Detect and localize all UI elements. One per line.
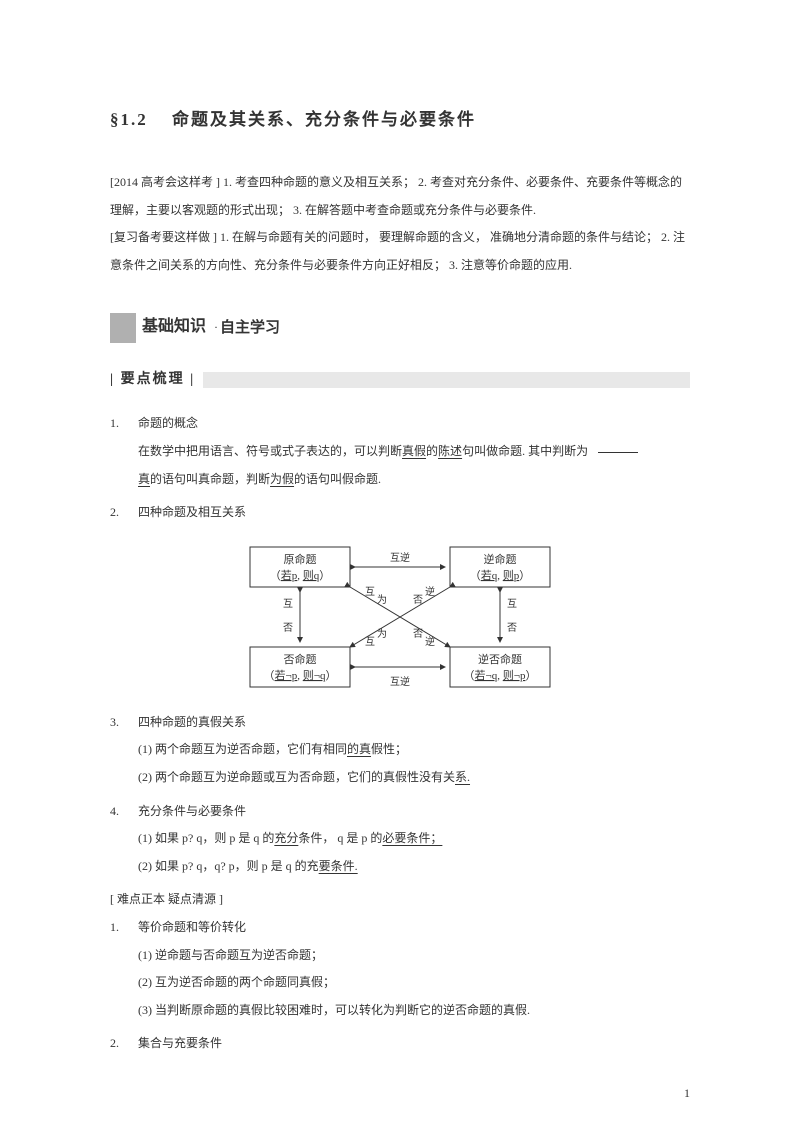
svg-text:（若q, 则p）: （若q, 则p）: [470, 569, 531, 582]
svg-text:否: 否: [507, 622, 517, 634]
svg-text:原命题: 原命题: [284, 552, 317, 566]
svg-text:互逆: 互逆: [390, 675, 410, 688]
difficulty-list: 1. 等价命题和等价转化 (1) 逆命题与否命题互为逆否命题； (2) 互为逆否…: [110, 914, 690, 1058]
svg-text:逆: 逆: [425, 585, 435, 598]
section-header: 基础知识 · 自主学习: [110, 309, 690, 346]
intro-exam: [2014 高考会这样考 ] 1. 考查四种命题的意义及相互关系； 2. 考查对…: [110, 169, 690, 224]
section-title: §1.2 命题及其关系、充分条件与必要条件: [110, 100, 690, 139]
svg-text:为: 为: [377, 594, 387, 606]
section-header-bar: [110, 313, 136, 343]
svg-text:否: 否: [413, 594, 423, 606]
svg-text:逆命题: 逆命题: [484, 552, 517, 566]
svg-text:（若¬q, 则¬p）: （若¬q, 则¬p）: [464, 669, 537, 682]
section-title-text: 命题及其关系、充分条件与必要条件: [172, 110, 476, 129]
svg-text:互: 互: [283, 598, 293, 610]
difficulty-item-1: 1. 等价命题和等价转化 (1) 逆命题与否命题互为逆否命题； (2) 互为逆否…: [110, 914, 690, 1024]
page-number: 1: [684, 1086, 690, 1101]
item-3-sub-1: (1) 两个命题互为逆否命题，它们有相同的真假性；: [138, 736, 690, 764]
svg-text:否: 否: [283, 622, 293, 634]
section-header-sub: 自主学习: [220, 311, 280, 346]
item-4-sub-1: (1) 如果 p? q，则 p 是 q 的充分条件， q 是 p 的必要条件；: [138, 825, 690, 853]
item-1-body: 在数学中把用语言、符号或式子表达的，可以判断真假的陈述句叫做命题. 其中判断为 …: [138, 438, 690, 493]
sub-header-band: [203, 372, 690, 388]
intro-block: [2014 高考会这样考 ] 1. 考查四种命题的意义及相互关系； 2. 考查对…: [110, 169, 690, 279]
svg-text:逆否命题: 逆否命题: [478, 652, 522, 666]
section-header-main: 基础知识: [142, 309, 206, 346]
difficulty-label: [ 难点正本 疑点清源 ]: [110, 886, 690, 914]
svg-text:互: 互: [507, 598, 517, 610]
sub-header-label: | 要点梳理 |: [110, 364, 195, 396]
svg-text:否: 否: [413, 628, 423, 640]
svg-text:（若¬p, 则¬q）: （若¬p, 则¬q）: [264, 669, 337, 682]
list-item-4: 4. 充分条件与必要条件 (1) 如果 p? q，则 p 是 q 的充分条件， …: [110, 798, 690, 881]
list-item-1: 1. 命题的概念 在数学中把用语言、符号或式子表达的，可以判断真假的陈述句叫做命…: [110, 410, 690, 493]
main-list: 1. 命题的概念 在数学中把用语言、符号或式子表达的，可以判断真假的陈述句叫做命…: [110, 410, 690, 880]
list-item-2: 2. 四种命题及相互关系 原命题 （若p, 则q） 逆命题: [110, 499, 690, 697]
section-number: §1.2: [110, 110, 148, 129]
svg-text:否命题: 否命题: [284, 652, 317, 666]
page-content: §1.2 命题及其关系、充分条件与必要条件 [2014 高考会这样考 ] 1. …: [0, 0, 800, 1104]
item-4-sub-2: (2) 如果 p? q，q? p，则 p 是 q 的充要条件.: [138, 853, 690, 881]
section-header-dot: ·: [214, 314, 218, 342]
four-propositions-diagram: 原命题 （若p, 则q） 逆命题 （若q, 则p） 否命题 （若¬p, 则¬q）…: [230, 537, 570, 697]
svg-text:互: 互: [365, 586, 375, 598]
svg-text:互: 互: [365, 636, 375, 648]
list-item-3: 3. 四种命题的真假关系 (1) 两个命题互为逆否命题，它们有相同的真假性； (…: [110, 709, 690, 792]
svg-text:互逆: 互逆: [390, 551, 410, 564]
svg-text:（若p, 则q）: （若p, 则q）: [270, 569, 331, 582]
item-3-sub-2: (2) 两个命题互为逆命题或互为否命题，它们的真假性没有关系.: [138, 764, 690, 792]
svg-text:逆: 逆: [425, 635, 435, 648]
svg-text:为: 为: [377, 628, 387, 640]
intro-review: [复习备考要这样做 ] 1. 在解与命题有关的问题时， 要理解命题的含义， 准确…: [110, 224, 690, 279]
sub-header-row: | 要点梳理 |: [110, 364, 690, 396]
difficulty-item-2: 2. 集合与充要条件: [110, 1030, 690, 1058]
